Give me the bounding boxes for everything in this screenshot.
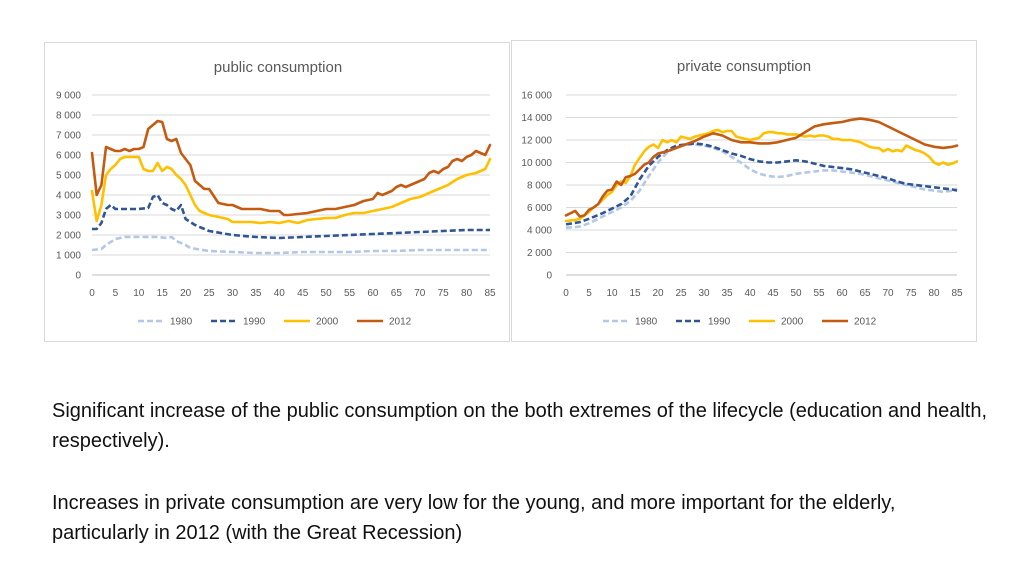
private-consumption-note: Increases in private consumption are ver… — [52, 492, 896, 544]
y-tick-label: 6 000 — [527, 203, 552, 214]
y-tick-label: 5 000 — [56, 171, 81, 182]
legend-label-2000: 2000 — [781, 317, 804, 328]
x-tick-label: 5 — [113, 288, 119, 299]
x-tick-label: 80 — [928, 288, 940, 299]
series-line-2012 — [564, 117, 959, 218]
y-tick-label: 1 000 — [56, 251, 81, 262]
series-line-2012 — [90, 119, 492, 217]
chart-title: private consumption — [677, 58, 811, 75]
y-tick-label: 0 — [546, 271, 552, 282]
y-tick-label: 10 000 — [521, 158, 552, 169]
x-tick-label: 10 — [606, 288, 618, 299]
x-tick-label: 45 — [767, 288, 779, 299]
x-tick-label: 15 — [629, 288, 641, 299]
public-consumption-plot: public consumption 0 1 000 2 000 3 000 4 000 5… — [56, 59, 496, 328]
gridlines — [92, 94, 490, 276]
y-tick-label: 9 000 — [56, 91, 81, 102]
x-tick-label: 55 — [813, 288, 825, 299]
series-line-1990 — [565, 142, 958, 226]
series-line-2000 — [564, 128, 959, 223]
x-tick-label: 75 — [438, 288, 450, 299]
x-tick-label: 20 — [180, 288, 192, 299]
y-tick-label: 4 000 — [527, 226, 552, 237]
x-tick-label: 20 — [652, 288, 664, 299]
legend-label-1980: 1980 — [635, 317, 658, 328]
x-tick-label: 85 — [951, 288, 963, 299]
x-tick-label: 30 — [698, 288, 710, 299]
legend: 1980 1990 2000 2012 — [138, 317, 412, 328]
y-tick-label: 7 000 — [56, 131, 81, 142]
x-tick-label: 25 — [203, 288, 215, 299]
y-tick-label: 8 000 — [527, 181, 552, 192]
x-tick-label: 0 — [563, 288, 569, 299]
x-tick-label: 30 — [227, 288, 239, 299]
x-tick-label: 45 — [297, 288, 309, 299]
x-tick-label: 40 — [744, 288, 756, 299]
x-tick-label: 80 — [461, 288, 473, 299]
y-tick-label: 4 000 — [56, 191, 81, 202]
series-line-1990 — [92, 193, 490, 240]
x-tick-label: 70 — [414, 288, 426, 299]
x-tick-label: 55 — [344, 288, 356, 299]
public-consumption-chart: public consumption 0 1 000 2 000 3 000 4 000 5… — [44, 42, 510, 342]
private-consumption-chart: private consumption 0 2 000 4 000 6 000 8 000… — [511, 40, 977, 342]
x-tick-label: 35 — [250, 288, 262, 299]
x-tick-label: 65 — [391, 288, 403, 299]
y-tick-label: 3 000 — [56, 211, 81, 222]
private-consumption-plot: private consumption 0 2 000 4 000 6 000 8 000… — [521, 58, 963, 328]
legend-label-1990: 1990 — [243, 317, 266, 328]
y-tick-label: 14 000 — [521, 113, 552, 124]
x-tick-label: 50 — [790, 288, 802, 299]
x-tick-label: 10 — [133, 288, 145, 299]
x-tick-label: 70 — [882, 288, 894, 299]
legend-label-2012: 2012 — [854, 317, 877, 328]
x-tick-label: 15 — [157, 288, 169, 299]
x-tick-label: 60 — [367, 288, 379, 299]
x-tick-label: 85 — [484, 288, 496, 299]
legend-label-2012: 2012 — [389, 317, 412, 328]
y-tick-label: 0 — [75, 271, 81, 282]
y-tick-label: 2 000 — [56, 231, 81, 242]
gridlines — [566, 94, 957, 276]
y-tick-label: 6 000 — [56, 151, 81, 162]
x-tick-label: 25 — [675, 288, 687, 299]
legend-label-1990: 1990 — [708, 317, 731, 328]
x-tick-label: 5 — [586, 288, 592, 299]
legend: 1980 1990 2000 2012 — [603, 317, 877, 328]
y-tick-label: 12 000 — [521, 136, 552, 147]
y-tick-label: 16 000 — [521, 91, 552, 102]
series-line-1980 — [565, 143, 958, 230]
series-line-1980 — [91, 235, 490, 255]
x-tick-label: 35 — [721, 288, 733, 299]
x-tick-label: 50 — [321, 288, 333, 299]
chart-title: public consumption — [214, 59, 342, 76]
y-tick-label: 8 000 — [56, 111, 81, 122]
series-line-2000 — [90, 155, 492, 225]
y-tick-label: 2 000 — [527, 248, 552, 259]
x-tick-label: 60 — [836, 288, 848, 299]
x-tick-label: 65 — [859, 288, 871, 299]
legend-label-2000: 2000 — [316, 317, 339, 328]
x-tick-label: 75 — [905, 288, 917, 299]
x-tick-label: 40 — [274, 288, 286, 299]
x-tick-label: 0 — [89, 288, 95, 299]
legend-label-1980: 1980 — [170, 317, 193, 328]
public-consumption-note: Significant increase of the public consu… — [52, 400, 988, 452]
